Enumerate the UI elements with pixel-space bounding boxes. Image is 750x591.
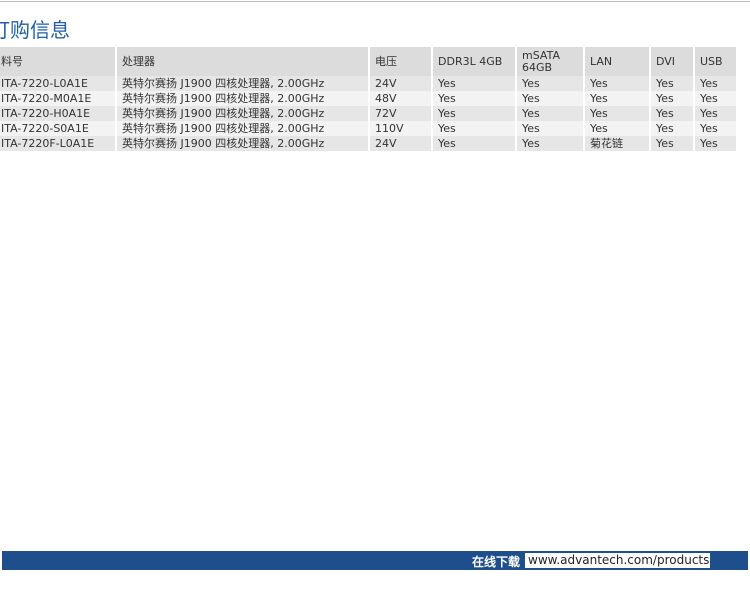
table-cell: Yes	[584, 76, 651, 91]
table-cell: 英特尔赛扬 J1900 四核处理器, 2.00GHz	[116, 76, 370, 91]
table-cell: Yes	[650, 91, 695, 106]
column-header: DVI	[650, 47, 695, 76]
table-cell: Yes	[650, 76, 695, 91]
table-row: ITA-7220F-L0A1E 英特尔赛扬 J1900 四核处理器, 2.00GH…	[0, 136, 738, 151]
table-row: ITA-7220-S0A1E 英特尔赛扬 J1900 四核处理器, 2.00GHz…	[0, 121, 738, 136]
table-cell: 英特尔赛扬 J1900 四核处理器, 2.00GHz	[116, 91, 370, 106]
order-table: 料号 处理器 电压 DDR3L 4GB mSATA 64GB LAN DVI USB ITA-…	[0, 47, 738, 151]
download-url[interactable]: www.advantech.com/products	[525, 553, 710, 568]
footer-bar: 在线下载 www.advantech.com/products	[2, 551, 748, 570]
table-cell: Yes	[694, 76, 738, 91]
table-row: ITA-7220-L0A1E 英特尔赛扬 J1900 四核处理器, 2.00GHz…	[0, 76, 738, 91]
table-cell: Yes	[584, 106, 651, 121]
table-row: ITA-7220-H0A1E 英特尔赛扬 J1900 四核处理器, 2.00GHz…	[0, 106, 738, 121]
table-cell: 72V	[369, 106, 433, 121]
table-cell: Yes	[516, 121, 585, 136]
table-cell: Yes	[650, 121, 695, 136]
column-header: mSATA 64GB	[516, 47, 585, 76]
table-cell: ITA-7220-H0A1E	[0, 106, 117, 121]
table-cell: Yes	[432, 91, 517, 106]
table-cell: ITA-7220-L0A1E	[0, 76, 117, 91]
table-cell: 英特尔赛扬 J1900 四核处理器, 2.00GHz	[116, 136, 370, 151]
table-cell: 110V	[369, 121, 433, 136]
table-body: ITA-7220-L0A1E 英特尔赛扬 J1900 四核处理器, 2.00GHz…	[0, 76, 738, 151]
table-row: ITA-7220-M0A1E 英特尔赛扬 J1900 四核处理器, 2.00GHz…	[0, 91, 738, 106]
table-cell: 英特尔赛扬 J1900 四核处理器, 2.00GHz	[116, 121, 370, 136]
table-cell: Yes	[694, 136, 738, 151]
header-row: 料号 处理器 电压 DDR3L 4GB mSATA 64GB LAN DVI USB	[0, 47, 738, 76]
table-cell: Yes	[432, 121, 517, 136]
table-cell: Yes	[650, 136, 695, 151]
section-title: 订购信息	[0, 18, 70, 42]
table-cell: Yes	[694, 91, 738, 106]
table-cell: ITA-7220F-L0A1E	[0, 136, 117, 151]
table-cell: 菊花链	[584, 136, 651, 151]
column-header: 电压	[369, 47, 433, 76]
column-header: DDR3L 4GB	[432, 47, 517, 76]
column-header: 料号	[0, 47, 117, 76]
table-cell: Yes	[694, 106, 738, 121]
top-rule	[0, 1, 750, 2]
table-cell: 英特尔赛扬 J1900 四核处理器, 2.00GHz	[116, 106, 370, 121]
table-cell: Yes	[516, 136, 585, 151]
column-header: 处理器	[116, 47, 370, 76]
table-cell: 24V	[369, 76, 433, 91]
table-cell: 48V	[369, 91, 433, 106]
table-cell: Yes	[584, 121, 651, 136]
column-header: LAN	[584, 47, 651, 76]
column-header: USB	[694, 47, 738, 76]
table-cell: Yes	[694, 121, 738, 136]
table-cell: ITA-7220-M0A1E	[0, 91, 117, 106]
download-label: 在线下载	[472, 555, 521, 569]
table-cell: Yes	[516, 106, 585, 121]
table-cell: Yes	[432, 76, 517, 91]
table-cell: Yes	[516, 91, 585, 106]
table-cell: ITA-7220-S0A1E	[0, 121, 117, 136]
table-cell: 24V	[369, 136, 433, 151]
table-cell: Yes	[432, 106, 517, 121]
table-cell: Yes	[584, 91, 651, 106]
table-cell: Yes	[516, 76, 585, 91]
table-cell: Yes	[650, 106, 695, 121]
table-cell: Yes	[432, 136, 517, 151]
